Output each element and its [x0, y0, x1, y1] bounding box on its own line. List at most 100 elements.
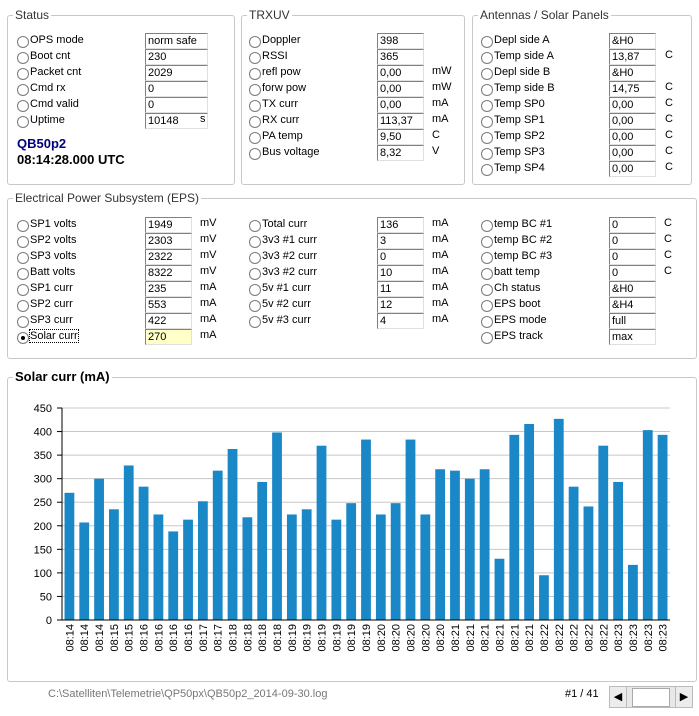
value-field[interactable]: 0 — [609, 233, 656, 249]
value-field[interactable]: full — [609, 313, 656, 329]
group-box — [7, 377, 697, 682]
radio-button[interactable] — [481, 116, 493, 128]
radio-button[interactable] — [17, 220, 29, 232]
radio-button[interactable] — [249, 116, 261, 128]
radio-button[interactable] — [481, 148, 493, 160]
value-field[interactable]: 0,00 — [377, 97, 424, 113]
radio-button[interactable] — [481, 284, 493, 296]
scroll-left[interactable]: ◀ — [610, 687, 627, 707]
value-field[interactable]: 235 — [145, 281, 192, 297]
radio-button[interactable] — [249, 236, 261, 248]
value-field[interactable]: 422 — [145, 313, 192, 329]
unit-label: mA — [432, 281, 449, 293]
radio-button[interactable] — [17, 284, 29, 296]
radio-button[interactable] — [481, 220, 493, 232]
value-field[interactable]: norm safe — [145, 33, 208, 49]
value-field[interactable]: 3 — [377, 233, 424, 249]
scroll-thumb[interactable] — [632, 688, 670, 707]
radio-button[interactable] — [17, 316, 29, 328]
radio-button[interactable] — [17, 84, 29, 96]
radio-button[interactable] — [249, 52, 261, 64]
radio-button[interactable] — [249, 252, 261, 264]
radio-button[interactable] — [249, 68, 261, 80]
radio-button[interactable] — [249, 284, 261, 296]
value-field[interactable]: 11 — [377, 281, 424, 297]
value-field[interactable]: 1949 — [145, 217, 192, 233]
radio-button[interactable] — [249, 316, 261, 328]
value-field[interactable]: 0,00 — [609, 161, 656, 177]
radio-button[interactable] — [249, 300, 261, 312]
value-field[interactable]: 365 — [377, 49, 424, 65]
value-field[interactable]: 0 — [609, 265, 656, 281]
radio-button[interactable] — [17, 100, 29, 112]
radio-button[interactable] — [481, 52, 493, 64]
radio-button[interactable] — [481, 252, 493, 264]
value-field[interactable]: &H0 — [609, 65, 656, 81]
value-field[interactable]: &H4 — [609, 297, 656, 313]
value-field[interactable]: 113,37 — [377, 113, 424, 129]
value-field[interactable]: 10148 — [145, 113, 208, 129]
radio-button[interactable] — [249, 132, 261, 144]
radio-button[interactable] — [17, 332, 29, 344]
radio-button[interactable] — [249, 36, 261, 48]
radio-button[interactable] — [481, 332, 493, 344]
value-field[interactable]: 0 — [145, 81, 208, 97]
radio-button[interactable] — [481, 36, 493, 48]
radio-button[interactable] — [481, 100, 493, 112]
value-field[interactable]: 230 — [145, 49, 208, 65]
value-field[interactable]: &H0 — [609, 33, 656, 49]
radio-button[interactable] — [481, 316, 493, 328]
radio-button[interactable] — [17, 268, 29, 280]
radio-button[interactable] — [249, 268, 261, 280]
value-field[interactable]: 0 — [145, 97, 208, 113]
value-field[interactable]: 14,75 — [609, 81, 656, 97]
radio-button[interactable] — [17, 300, 29, 312]
radio-button[interactable] — [481, 164, 493, 176]
value-field[interactable]: 13,87 — [609, 49, 656, 65]
radio-button[interactable] — [481, 236, 493, 248]
value-field[interactable]: 0,00 — [609, 129, 656, 145]
radio-button[interactable] — [17, 68, 29, 80]
value-field[interactable]: 2322 — [145, 249, 192, 265]
radio-button[interactable] — [481, 268, 493, 280]
value-field[interactable]: 12 — [377, 297, 424, 313]
value-field[interactable]: max pow — [609, 329, 656, 345]
radio-button[interactable] — [481, 132, 493, 144]
radio-button[interactable] — [481, 68, 493, 80]
value-field[interactable]: 2029 — [145, 65, 208, 81]
value-field[interactable]: 0,00 — [377, 81, 424, 97]
value-field[interactable]: 0,00 — [609, 145, 656, 161]
record-scrollbar[interactable]: ◀ ▶ — [609, 686, 693, 708]
value-field[interactable]: 0,00 — [377, 65, 424, 81]
radio-button[interactable] — [249, 148, 261, 160]
scroll-right[interactable]: ▶ — [675, 687, 692, 707]
value-field[interactable]: 0 — [377, 249, 424, 265]
radio-button[interactable] — [249, 220, 261, 232]
value-field[interactable]: 0,00 — [609, 113, 656, 129]
value-field[interactable]: 0 — [609, 217, 656, 233]
radio-button[interactable] — [17, 52, 29, 64]
radio-button[interactable] — [481, 84, 493, 96]
radio-button[interactable] — [17, 252, 29, 264]
value-field[interactable]: 0,00 — [609, 97, 656, 113]
bar — [435, 469, 446, 620]
radio-button[interactable] — [17, 116, 29, 128]
value-field[interactable]: 136 — [377, 217, 424, 233]
value-field[interactable]: 4 — [377, 313, 424, 329]
value-field[interactable]: 398 — [377, 33, 424, 49]
value-field[interactable]: 9,50 — [377, 129, 424, 145]
value-field[interactable]: 10 — [377, 265, 424, 281]
value-field[interactable]: 2303 — [145, 233, 192, 249]
value-field[interactable]: 0 — [609, 249, 656, 265]
value-field[interactable]: 8322 — [145, 265, 192, 281]
radio-button[interactable] — [481, 300, 493, 312]
field-label: refl pow — [262, 66, 301, 78]
value-field[interactable]: 8,32 — [377, 145, 424, 161]
value-field[interactable]: &H0 — [609, 281, 656, 297]
radio-button[interactable] — [249, 84, 261, 96]
radio-button[interactable] — [17, 236, 29, 248]
radio-button[interactable] — [249, 100, 261, 112]
value-field[interactable]: 553 — [145, 297, 192, 313]
value-field[interactable]: 270 — [145, 329, 192, 345]
radio-button[interactable] — [17, 36, 29, 48]
